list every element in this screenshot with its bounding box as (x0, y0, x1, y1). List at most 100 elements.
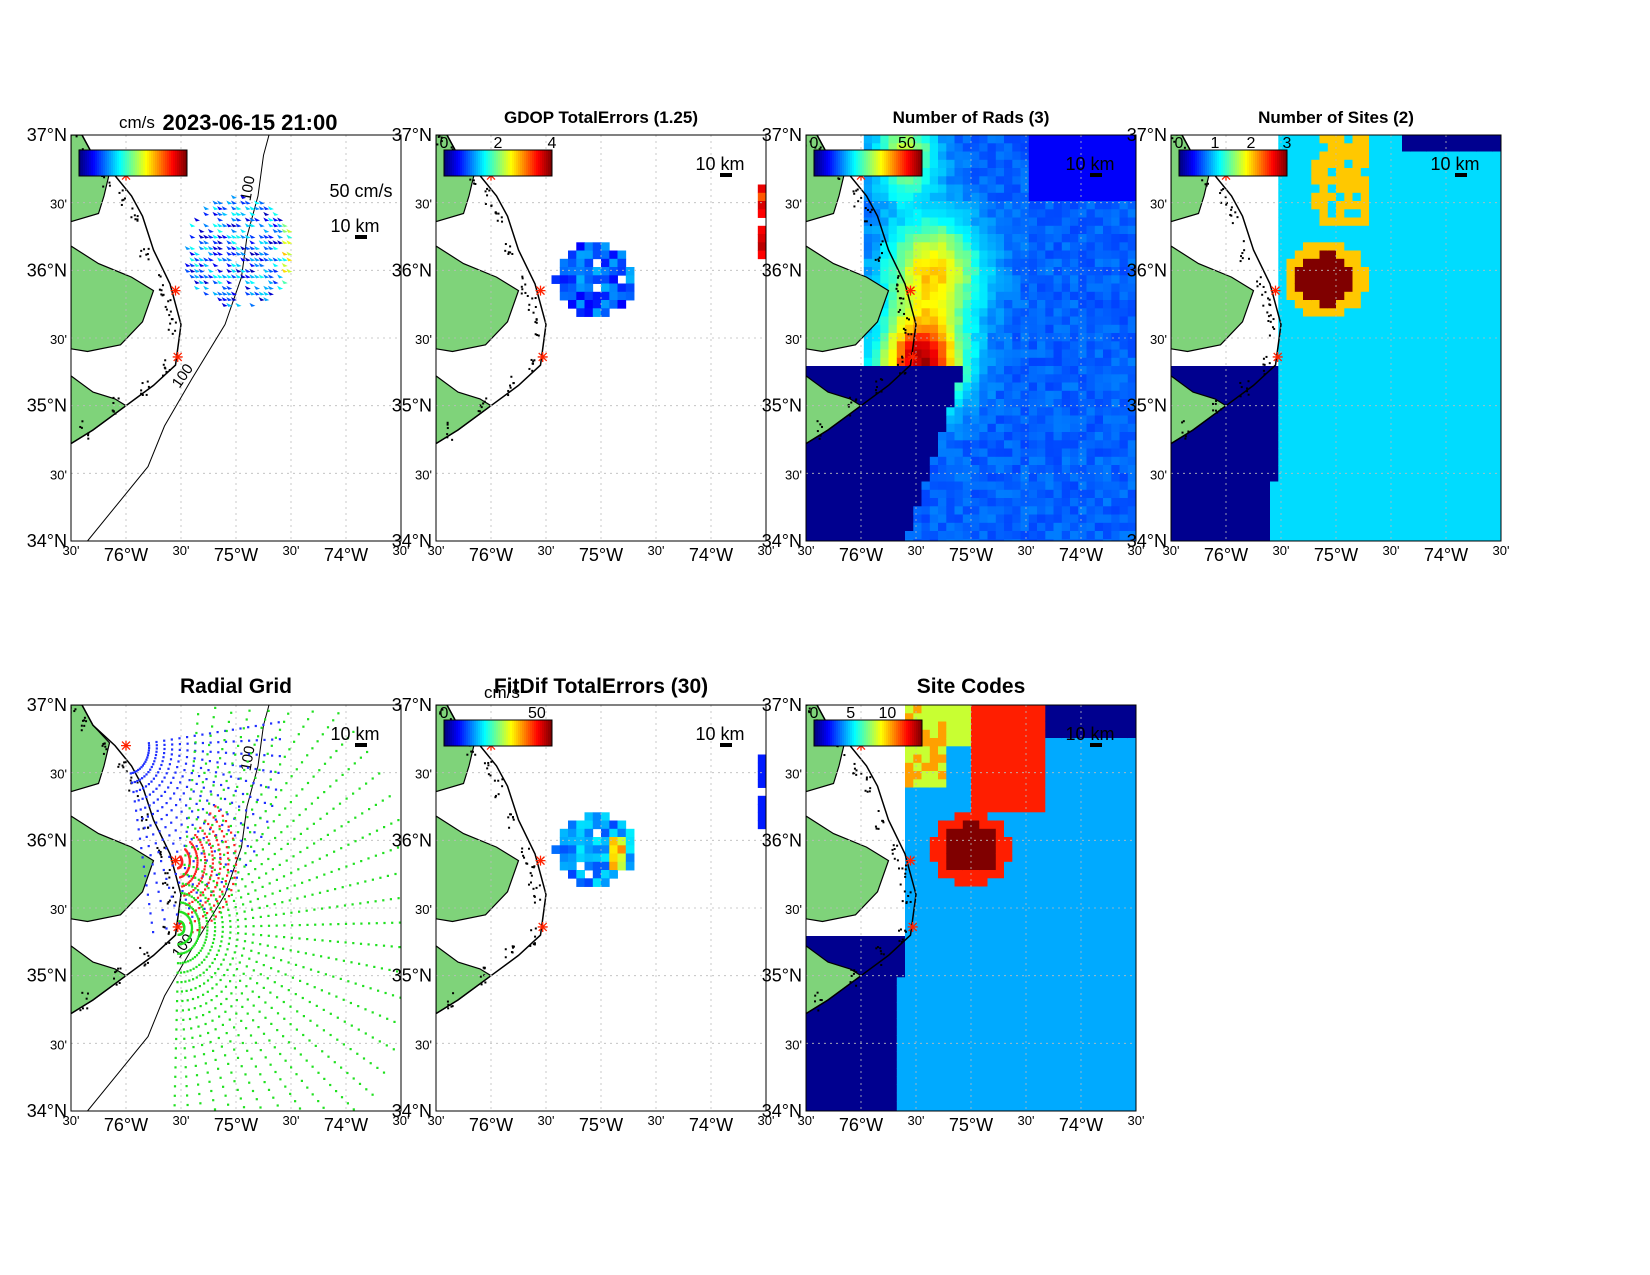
radial-grid-point (240, 839, 243, 842)
colorbar-segment (133, 150, 136, 176)
island-dot (440, 140, 443, 143)
radial-grid-point (173, 1094, 176, 1097)
island-dot (102, 185, 105, 188)
radial-grid-point (205, 885, 209, 888)
current-vector (226, 297, 233, 302)
radial-grid-point (234, 857, 237, 860)
lat-tick-label: 30' (415, 902, 432, 917)
radial-grid-point (138, 837, 142, 840)
radial-grid-point (354, 982, 357, 985)
radial-grid-point (275, 878, 278, 881)
radial-grid-point (174, 1056, 177, 1059)
radial-grid-point (201, 926, 204, 929)
radial-grid-point (358, 962, 361, 965)
radial-grid-point (208, 1010, 211, 1014)
island-dot (172, 886, 175, 889)
colorbar-segment (826, 150, 829, 176)
radial-grid-point (236, 938, 239, 941)
radial-grid-point (232, 882, 235, 886)
current-vector (254, 274, 261, 279)
island-dot (509, 245, 512, 248)
radial-grid-point (265, 872, 268, 875)
current-vector (277, 217, 284, 222)
colorbar-tick: 50 (528, 705, 546, 722)
current-vector (203, 223, 210, 228)
island-dot (901, 938, 904, 941)
island-dot (897, 867, 900, 870)
radial-grid-point (167, 786, 170, 789)
radial-grid-point (152, 777, 155, 780)
radial-grid-point (138, 767, 141, 770)
radial-grid-point (255, 854, 258, 857)
radial-grid-point (191, 844, 194, 847)
colorbar-segment (546, 720, 549, 746)
radial-grid-point (202, 894, 205, 897)
island-dot (512, 818, 515, 821)
colorbar-segment (858, 150, 861, 176)
radial-grid-point (261, 848, 264, 851)
island-dot (103, 742, 106, 745)
island-dot (123, 197, 126, 200)
radial-grid-point (325, 812, 329, 815)
radial-grid-point (229, 920, 232, 923)
radial-grid-point (246, 760, 249, 763)
island-dot (140, 249, 143, 252)
colorbar-segment (1213, 150, 1216, 176)
radial-grid-point (234, 789, 237, 793)
radial-grid-point (205, 935, 208, 938)
site-marker (907, 921, 918, 932)
radial-grid-point (240, 752, 243, 755)
radial-grid-point (218, 809, 221, 812)
radial-grid-point (293, 740, 296, 743)
radial-grid-point (217, 949, 220, 952)
island-dot (145, 818, 148, 821)
radial-grid-point (357, 1005, 360, 1008)
radial-grid-point (184, 1066, 187, 1069)
island-dot (1247, 380, 1250, 383)
island-dot (160, 293, 163, 296)
colorbar-tick: 50 (898, 135, 916, 152)
current-vector (254, 263, 261, 268)
radial-grid-point (313, 842, 316, 845)
island-dot (166, 883, 169, 886)
radial-grid-point (207, 897, 210, 901)
colorbar-segment (844, 720, 847, 746)
island-dot (470, 750, 473, 753)
lat-tick-label: 34°N (392, 1101, 432, 1121)
radial-grid-point (364, 1008, 367, 1011)
radial-grid-point (259, 915, 262, 918)
radial-grid-point (208, 842, 211, 845)
radial-grid-point (197, 889, 200, 892)
radial-grid-point (191, 946, 194, 949)
colorbar-segment (516, 720, 519, 746)
radial-grid-point (184, 961, 187, 964)
island-dot (81, 420, 84, 423)
lon-tick-label: 30' (798, 543, 815, 558)
colorbar-segment (870, 150, 873, 176)
island-dot (487, 764, 490, 767)
radial-grid-point (160, 794, 163, 797)
radial-grid-point (250, 949, 253, 952)
radial-grid-point (179, 943, 182, 946)
radial-grid-point (259, 943, 262, 946)
colorbar-segment (820, 150, 823, 176)
radial-grid-point (152, 833, 155, 836)
radial-grid-point (333, 850, 336, 853)
island-dot (1246, 390, 1249, 393)
radial-grid-point (347, 843, 350, 846)
radial-grid-point (189, 919, 192, 922)
current-vector (217, 217, 224, 222)
colorbar-segment (872, 720, 875, 746)
radial-grid-point (393, 1020, 396, 1023)
island-dot (898, 297, 901, 300)
current-vector (226, 251, 233, 256)
radial-grid-point (269, 1063, 272, 1066)
radial-grid-point (225, 903, 228, 906)
radial-grid-point (194, 876, 197, 879)
radial-grid-point (371, 1093, 374, 1096)
land-area (71, 135, 111, 223)
island-dot (479, 404, 482, 407)
current-vector (267, 217, 274, 222)
radial-grid-point (194, 834, 197, 837)
isobath-line (87, 705, 270, 1111)
